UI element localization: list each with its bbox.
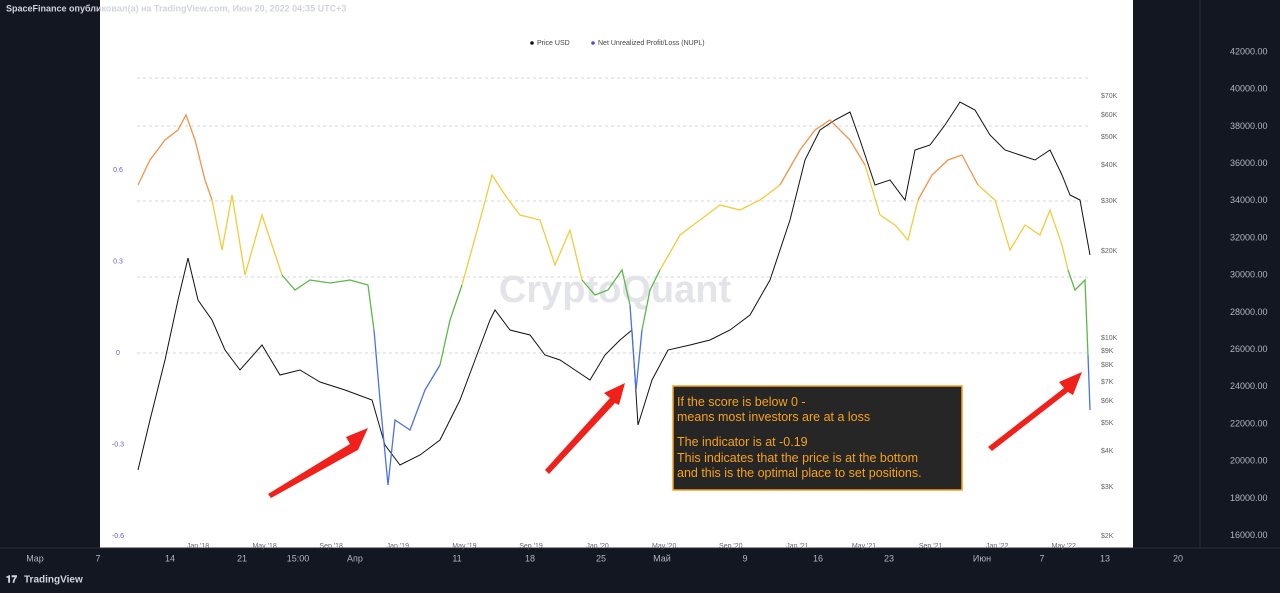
legend-marker — [591, 41, 595, 45]
x-axis-label: May '20 — [652, 543, 676, 550]
nupl-green — [1067, 269, 1089, 356]
time-axis-label: 21 — [237, 553, 247, 563]
price-axis-label: 36000.00 — [1230, 158, 1268, 168]
left-axis-label: -0.6 — [112, 533, 124, 540]
nupl-blue — [629, 304, 643, 391]
x-axis-label: Sep '21 — [919, 543, 943, 550]
nupl-yellow — [977, 184, 1069, 271]
nupl-orange — [917, 154, 979, 201]
price-axis-label: 26000.00 — [1230, 344, 1268, 354]
time-axis-label: Апр — [347, 553, 363, 563]
x-axis-label: Jan '20 — [586, 543, 608, 550]
right-axis-label: $30K — [1101, 198, 1118, 205]
nupl-orange — [779, 119, 866, 186]
x-axis-label: Sep '20 — [719, 543, 743, 550]
annotation-text: and this is the optimal place to set pos… — [677, 466, 922, 480]
annotation-text: This indicates that the price is at the … — [677, 451, 918, 465]
nupl-yellow — [211, 194, 283, 276]
left-axis-label: 0.3 — [113, 258, 123, 265]
right-axis-label: $6K — [1101, 398, 1114, 405]
watermark: CryptoQuant — [499, 269, 732, 311]
nupl-blue — [373, 329, 441, 486]
x-axis-label: May '18 — [252, 543, 276, 550]
time-axis-label: 7 — [1039, 553, 1044, 563]
nupl-yellow — [461, 173, 583, 286]
right-axis-label: $3K — [1101, 484, 1114, 491]
time-axis-label: 9 — [742, 553, 747, 563]
price-axis-label: 30000.00 — [1230, 270, 1268, 280]
footer-logo: 𝟏𝟕 — [6, 575, 18, 586]
price-axis-label: 18000.00 — [1230, 493, 1268, 503]
time-axis-label: 18 — [525, 553, 535, 563]
nupl-yellow — [864, 164, 919, 242]
x-axis-label: Jan '19 — [387, 543, 409, 550]
left-axis-label: -0.3 — [112, 441, 124, 448]
time-axis-label: 23 — [884, 553, 894, 563]
right-axis-label: $7K — [1101, 379, 1114, 386]
nupl-green — [581, 268, 631, 306]
right-axis-label: $5K — [1101, 420, 1114, 427]
price-axis-label: 24000.00 — [1230, 381, 1268, 391]
x-axis-label: Jan '21 — [786, 543, 808, 550]
right-axis-label: $40K — [1101, 162, 1118, 169]
legend-marker — [530, 41, 534, 45]
price-axis-label: 40000.00 — [1230, 84, 1268, 94]
time-axis-label: Май — [653, 553, 671, 563]
x-axis-label: May '21 — [852, 543, 876, 550]
right-axis-label: $9K — [1101, 348, 1114, 355]
annotation-box — [672, 385, 963, 491]
time-axis-label: 14 — [165, 553, 175, 563]
time-axis-label: 7 — [95, 553, 100, 563]
price-axis-label: 38000.00 — [1230, 121, 1268, 131]
footer-brand[interactable]: TradingView — [24, 575, 83, 586]
nupl-yellow — [659, 184, 781, 271]
nupl-green — [439, 284, 463, 366]
price-axis-label: 34000.00 — [1230, 195, 1268, 205]
nupl-orange — [137, 113, 213, 201]
time-axis-label: Июн — [973, 553, 991, 563]
time-axis-label: 20 — [1173, 553, 1183, 563]
price-axis-label: 20000.00 — [1230, 456, 1268, 466]
price-axis-label: 42000.00 — [1230, 46, 1268, 56]
price-axis-label: 22000.00 — [1230, 418, 1268, 428]
annotation-text: means most investors are at a loss — [677, 410, 870, 424]
left-axis-label: 0.6 — [113, 167, 123, 174]
x-axis-label: Jan '22 — [986, 543, 1008, 550]
x-axis-label: May '22 — [1052, 543, 1076, 550]
price-axis-label: 32000.00 — [1230, 232, 1268, 242]
right-axis-label: $20K — [1101, 248, 1118, 255]
annotation-text: The indicator is at -0.19 — [677, 435, 808, 449]
right-axis-label: $50K — [1101, 134, 1118, 141]
right-axis-label: $70K — [1101, 93, 1118, 100]
right-axis-label: $2K — [1101, 533, 1114, 540]
nupl-blue — [1087, 354, 1091, 411]
x-axis-label: Sep '18 — [319, 543, 343, 550]
x-axis-label: May '19 — [452, 543, 476, 550]
right-axis-label: $60K — [1101, 112, 1118, 119]
right-axis-label: $4K — [1101, 448, 1114, 455]
time-axis-label: Мар — [26, 553, 44, 563]
time-axis-label: 11 — [452, 553, 461, 563]
right-axis-label: $8K — [1101, 362, 1114, 369]
nupl-green — [281, 274, 375, 331]
time-axis-label: 25 — [596, 553, 606, 563]
arrows — [268, 372, 1082, 498]
grid — [137, 77, 1088, 354]
time-axis-label: 16 — [813, 553, 823, 563]
legend-label: Price USD — [537, 40, 570, 47]
nupl-green — [641, 269, 661, 331]
time-axis-label: 15:00 — [287, 553, 310, 563]
annotation-text: If the score is below 0 - — [677, 395, 806, 409]
price-axis-label: 16000.00 — [1230, 530, 1268, 540]
header-title: SpaceFinance опубликовал(а) на TradingVi… — [6, 3, 346, 13]
x-axis-label: Sep '19 — [519, 543, 543, 550]
time-axis-label: 13 — [1100, 553, 1110, 563]
left-axis-label: 0 — [116, 350, 120, 357]
price-axis-label: 28000.00 — [1230, 307, 1268, 317]
legend-label: Net Unrealized Profit/Loss (NUPL) — [598, 40, 705, 47]
x-axis-label: Jan '18 — [187, 543, 209, 550]
right-axis-label: $10K — [1101, 335, 1118, 342]
